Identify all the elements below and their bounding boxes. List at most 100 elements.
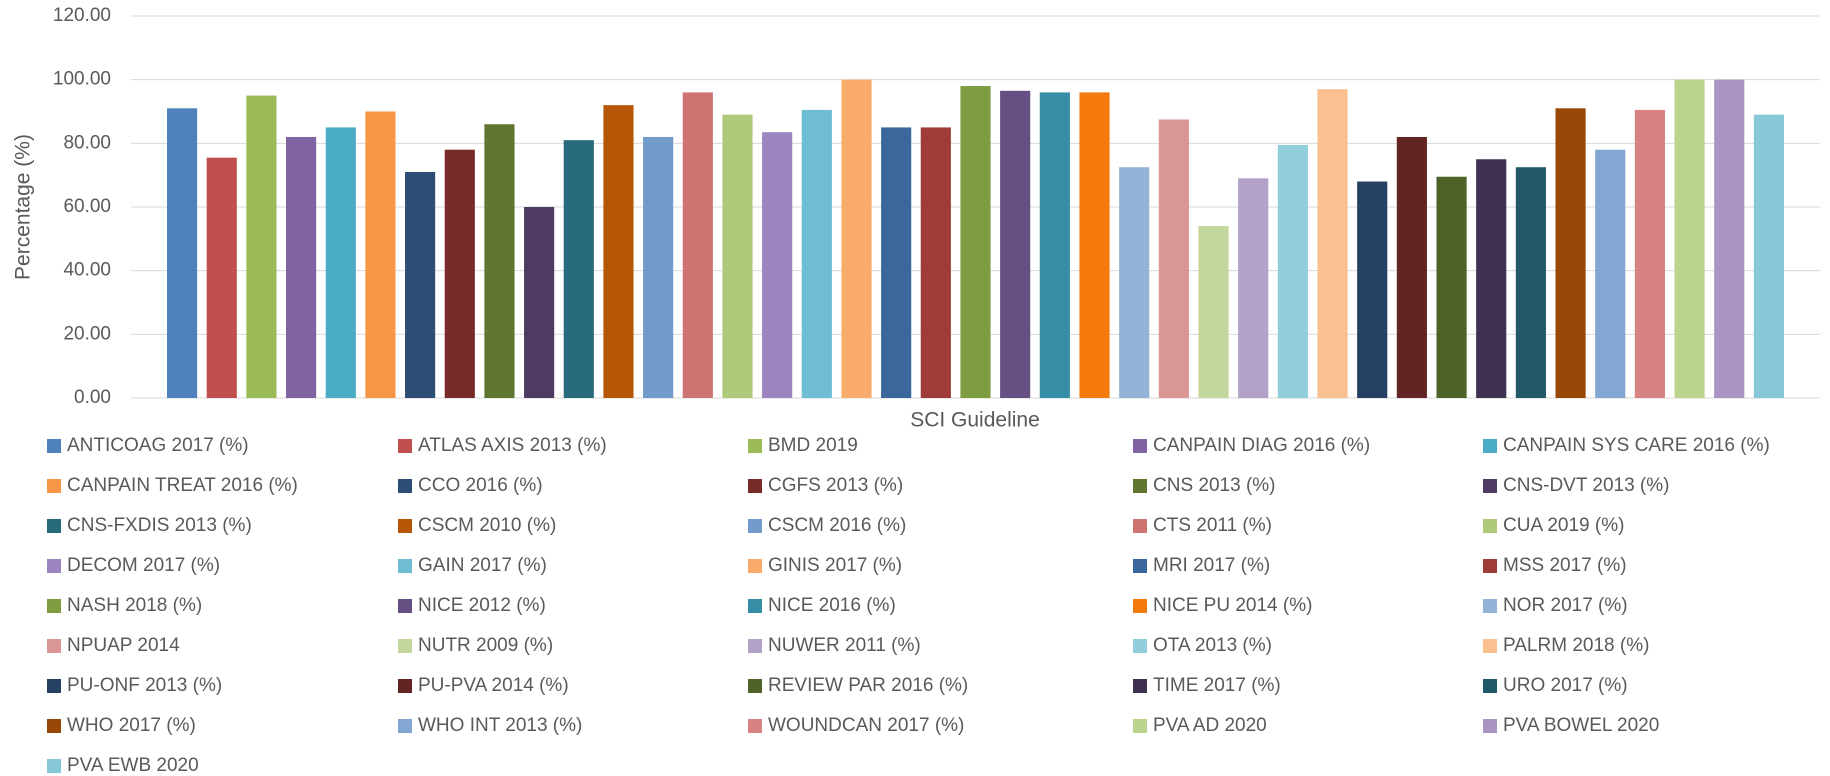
bar <box>1436 176 1467 398</box>
legend-swatch <box>398 639 412 653</box>
bar <box>444 149 475 398</box>
legend-swatch <box>1483 559 1497 573</box>
legend-label: CANPAIN TREAT 2016 (%) <box>67 475 298 496</box>
bar <box>643 136 674 398</box>
legend-label: CNS-DVT 2013 (%) <box>1503 475 1669 496</box>
bar <box>841 79 872 399</box>
legend-label: TIME 2017 (%) <box>1153 675 1281 696</box>
bar <box>1714 79 1745 399</box>
bar <box>682 92 713 399</box>
y-tick-label: 100.00 <box>53 69 111 90</box>
legend-label: WOUNDCAN 2017 (%) <box>768 715 964 736</box>
legend-label: CSCM 2010 (%) <box>418 515 556 536</box>
legend-swatch <box>748 719 762 733</box>
legend-swatch <box>1483 599 1497 613</box>
legend-swatch <box>47 639 61 653</box>
legend-label: PU-ONF 2013 (%) <box>67 675 222 696</box>
y-tick-label: 120.00 <box>53 5 111 26</box>
legend-swatch <box>748 559 762 573</box>
legend-label: NICE 2012 (%) <box>418 595 546 616</box>
y-tick-label: 80.00 <box>63 132 111 153</box>
legend-label: NUTR 2009 (%) <box>418 635 553 656</box>
bar <box>365 111 396 398</box>
legend-swatch <box>1133 639 1147 653</box>
legend-swatch <box>398 599 412 613</box>
legend-swatch <box>748 439 762 453</box>
y-tick-label: 60.00 <box>63 196 111 217</box>
legend-label: OTA 2013 (%) <box>1153 635 1272 656</box>
legend-label: MSS 2017 (%) <box>1503 555 1627 576</box>
legend-swatch <box>47 759 61 773</box>
legend-label: REVIEW PAR 2016 (%) <box>768 675 968 696</box>
legend-swatch <box>1483 679 1497 693</box>
bar <box>960 86 991 399</box>
legend-swatch <box>1133 519 1147 533</box>
legend-label: CNS 2013 (%) <box>1153 475 1276 496</box>
bar <box>1357 181 1388 398</box>
legend-swatch <box>1483 479 1497 493</box>
legend-swatch <box>47 559 61 573</box>
bar <box>603 105 634 398</box>
legend-label: CANPAIN SYS CARE 2016 (%) <box>1503 435 1770 456</box>
bar <box>1674 79 1705 399</box>
legend-swatch <box>398 679 412 693</box>
bar <box>167 108 198 399</box>
legend-label: CTS 2011 (%) <box>1153 515 1272 536</box>
legend-label: DECOM 2017 (%) <box>67 555 220 576</box>
legend-label: ANTICOAG 2017 (%) <box>67 435 249 456</box>
legend-swatch <box>47 479 61 493</box>
legend-label: GINIS 2017 (%) <box>768 555 902 576</box>
bar <box>1000 90 1031 398</box>
y-tick-label: 40.00 <box>63 260 111 281</box>
legend-label: BMD 2019 <box>768 435 858 456</box>
bar <box>1555 108 1586 399</box>
legend-label: WHO 2017 (%) <box>67 715 196 736</box>
legend-label: PU-PVA 2014 (%) <box>418 675 569 696</box>
bar <box>286 136 317 398</box>
bar <box>1238 178 1269 398</box>
legend-swatch <box>1483 439 1497 453</box>
legend-swatch <box>47 679 61 693</box>
legend-swatch <box>1133 439 1147 453</box>
legend-swatch <box>748 599 762 613</box>
legend-label: GAIN 2017 (%) <box>418 555 547 576</box>
bar <box>1476 159 1507 398</box>
legend-label: URO 2017 (%) <box>1503 675 1628 696</box>
legend-swatch <box>1133 479 1147 493</box>
legend-swatch <box>47 439 61 453</box>
legend-swatch <box>47 719 61 733</box>
legend-label: NUWER 2011 (%) <box>768 635 921 656</box>
bar <box>1753 114 1784 398</box>
legend-swatch <box>1483 719 1497 733</box>
legend-swatch <box>398 559 412 573</box>
bar <box>881 127 912 399</box>
bar <box>1595 149 1626 398</box>
legend-swatch <box>1483 519 1497 533</box>
legend-label: PVA BOWEL 2020 <box>1503 715 1659 736</box>
legend-swatch <box>748 479 762 493</box>
legend-label: NASH 2018 (%) <box>67 595 202 616</box>
bar <box>1634 109 1665 399</box>
legend-label: CNS-FXDIS 2013 (%) <box>67 515 252 536</box>
bar <box>1396 136 1427 398</box>
bar <box>524 207 555 398</box>
legend-swatch <box>47 599 61 613</box>
bar <box>325 127 356 399</box>
legend-label: PVA AD 2020 <box>1153 715 1267 736</box>
legend-label: ATLAS AXIS 2013 (%) <box>418 435 607 456</box>
legend-label: NPUAP 2014 <box>67 635 180 656</box>
bar <box>1039 92 1070 399</box>
y-axis-title: Percentage (%) <box>12 134 35 280</box>
x-axis-title: SCI Guideline <box>910 409 1040 432</box>
bar <box>1158 119 1189 398</box>
legend-swatch <box>1133 719 1147 733</box>
bar <box>405 171 436 398</box>
legend-label: PALRM 2018 (%) <box>1503 635 1649 656</box>
legend-label: PVA EWB 2020 <box>67 755 199 776</box>
legend-swatch <box>398 719 412 733</box>
legend-label: NOR 2017 (%) <box>1503 595 1628 616</box>
legend-label: CANPAIN DIAG 2016 (%) <box>1153 435 1370 456</box>
legend-swatch <box>1133 599 1147 613</box>
